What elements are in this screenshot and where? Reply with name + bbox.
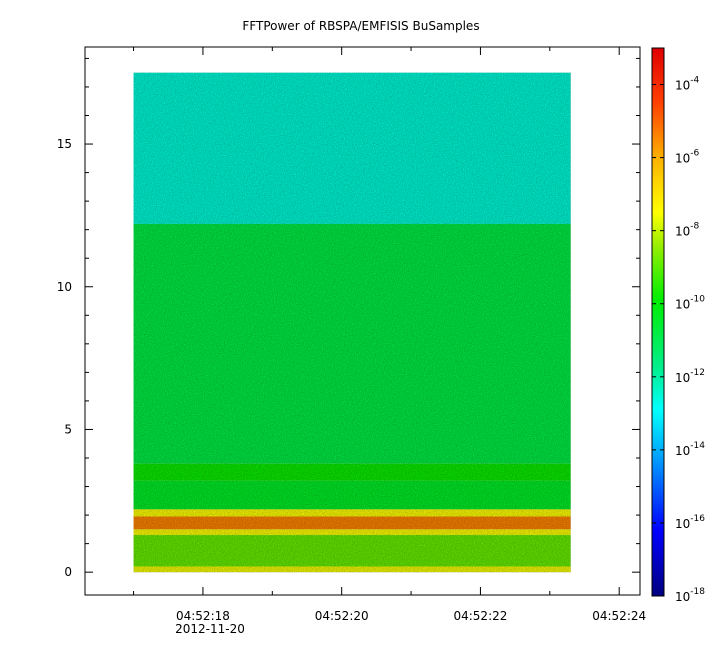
chart-title: FFTPower of RBSPA/EMFISIS BuSamples [242, 19, 479, 33]
colorbar-tick-label: 10-10 [675, 295, 705, 312]
x-tick-label: 04:52:22 [453, 609, 507, 623]
x-tick-label: 04:52:20 [315, 609, 369, 623]
x-tick-label: 04:52:24 [592, 609, 646, 623]
colorbar-tick-label: 10-18 [675, 587, 705, 604]
colorbar-tick-label: 10-4 [675, 76, 700, 93]
y-tick-label: 15 [57, 137, 72, 151]
y-tick-label: 10 [57, 280, 72, 294]
y-tick-label: 5 [64, 422, 72, 436]
x-tick-label: 04:52:18 [176, 609, 230, 623]
heatmap-noise-overlay [133, 72, 571, 573]
heatmap-layer [133, 72, 571, 573]
colorbar-tick-label: 10-12 [675, 368, 705, 385]
x-date-label: 2012-11-20 [175, 622, 245, 636]
x-axis: 04:52:18 04:52:20 04:52:22 04:52:24 [133, 47, 646, 623]
colorbar-tick-label: 10-6 [675, 149, 700, 166]
y-tick-label: 0 [64, 565, 72, 579]
y-axis: 0 5 10 15 [57, 57, 640, 579]
colorbar-tick-label: 10-14 [675, 441, 705, 458]
colorbar-tick-label: 10-16 [675, 514, 705, 531]
colorbar-tick-label: 10-8 [675, 222, 700, 239]
colorbar [651, 47, 665, 597]
